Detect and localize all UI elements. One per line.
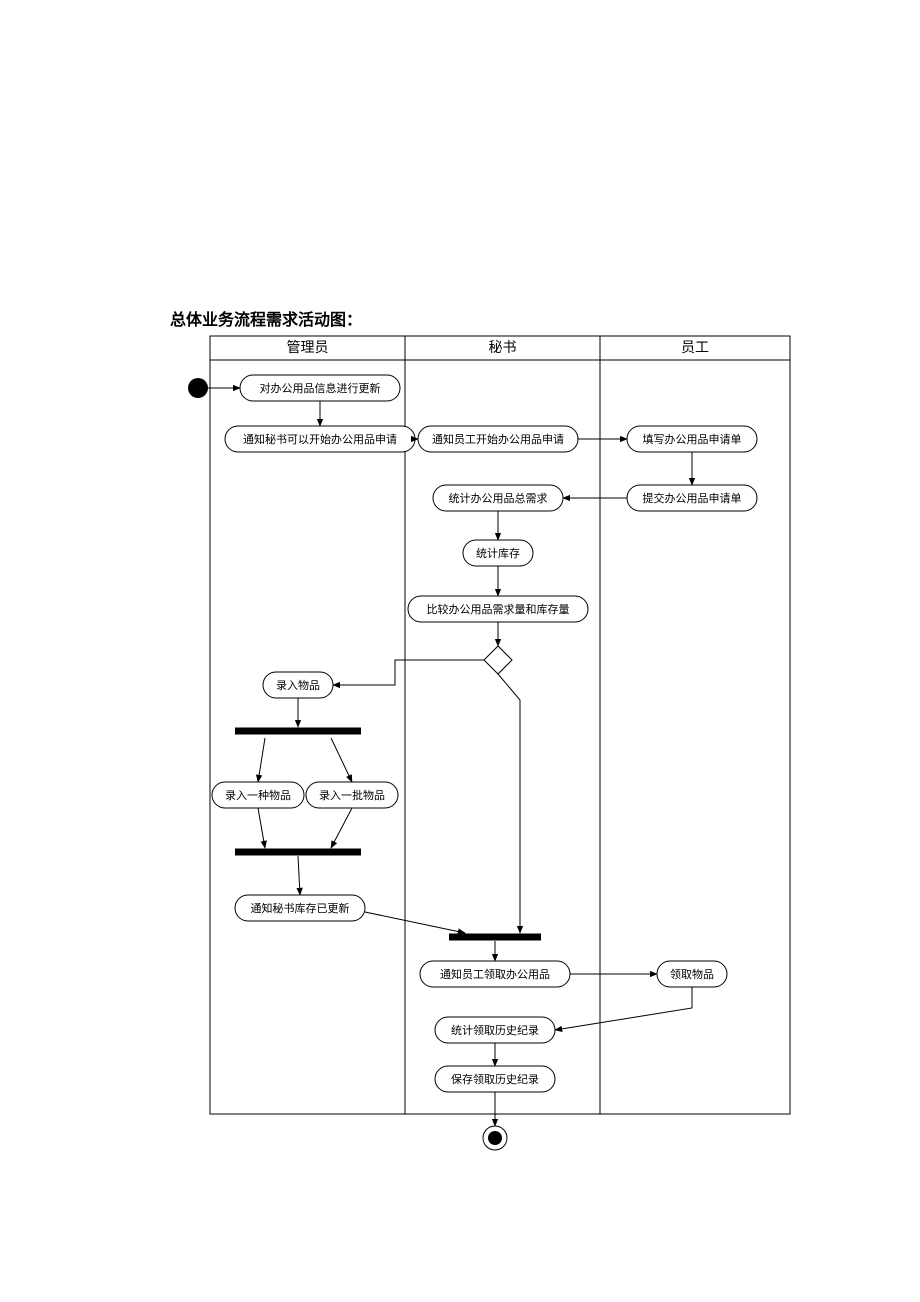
sync-bar [235,728,361,735]
activity-label: 保存领取历史纪录 [451,1072,539,1086]
initial-node [188,378,208,398]
swimlane-header: 秘书 [489,339,517,355]
activity-label: 录入物品 [276,678,320,692]
activity-label: 对办公用品信息进行更新 [260,381,381,395]
activity-diagram-svg: 管理员 秘书 员工对办公用品信息进行更新通知秘书可以开始办公用品申请 通知员工开始办公… [0,0,920,1302]
swimlane-header: 员工 [681,339,709,355]
flow-edge [331,738,352,782]
activity-label: 填写办公用品申请单 [643,432,742,446]
final-node [483,1126,507,1150]
activity-label: 录入一种物品 [225,788,291,802]
activity-label: 通知秘书库存已更新 [251,901,350,915]
sync-bar [449,934,541,941]
activity-label: 通知秘书可以开始办公用品申请 [243,432,397,446]
page: 总体业务流程需求活动图： 管理员秘书员工对办公用品信息进行更新通知秘书可以开始办… [0,0,920,1302]
activity-label: 领取物品 [670,967,714,981]
activity-label: 通知员工开始办公用品申请 [432,432,564,446]
activity-label: 通知员工领取办公用品 [440,967,550,981]
flow-edge [555,987,692,1030]
decision-node [484,646,512,674]
flow-edge [258,738,265,782]
activity-label: 统计办公用品总需求 [449,491,548,505]
activity-label: 统计库存 [476,546,520,560]
flow-edge [258,808,265,848]
activity-label: 录入一批物品 [319,788,385,802]
flow-edge [365,912,465,933]
flow-edge [298,856,300,895]
activity-label: 比较办公用品需求量和库存量 [427,602,570,616]
flow-edge [498,674,520,933]
activity-label: 提交办公用品申请单 [643,491,742,505]
flow-edge [333,660,484,685]
activity-label: 统计领取历史纪录 [451,1024,539,1037]
sync-bar [235,849,361,856]
swimlane-header: 管理员 [287,339,329,355]
flow-edge [331,808,352,848]
